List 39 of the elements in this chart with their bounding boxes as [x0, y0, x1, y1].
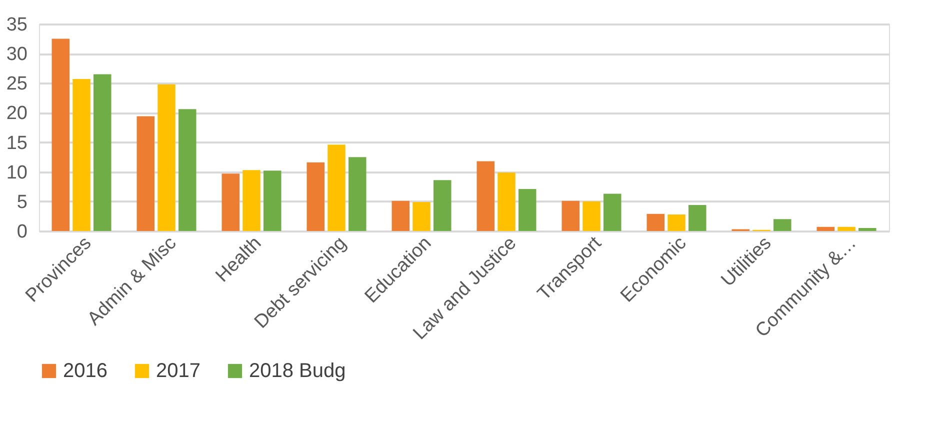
y-tick-label: 15 — [6, 132, 28, 154]
bar — [604, 194, 622, 231]
y-tick-label: 30 — [6, 44, 28, 66]
bar — [816, 226, 834, 231]
bar — [264, 170, 282, 231]
bar — [348, 157, 366, 231]
y-tick-label: 35 — [6, 14, 28, 36]
bar — [306, 162, 324, 231]
bar — [668, 214, 686, 231]
legend-label: 2017 — [156, 360, 200, 382]
legend-label: 2016 — [63, 360, 108, 382]
bar — [688, 204, 706, 231]
legend-label: 2018 Budg — [249, 360, 346, 382]
y-tick-label: 10 — [6, 162, 28, 184]
bar — [434, 180, 452, 231]
bar — [328, 144, 346, 231]
bar — [242, 170, 260, 231]
bar — [178, 109, 196, 231]
bar — [476, 161, 494, 231]
y-tick-label: 5 — [16, 192, 28, 213]
y-tick-label: 20 — [6, 103, 28, 124]
bar — [158, 84, 176, 231]
bar — [222, 174, 240, 231]
bar — [582, 201, 600, 231]
bar — [498, 172, 516, 231]
bar — [562, 200, 580, 231]
bar — [412, 202, 430, 231]
bar — [52, 38, 70, 231]
bar — [94, 74, 112, 231]
bar — [838, 226, 856, 231]
bar — [858, 228, 876, 231]
y-tick-label: 0 — [16, 222, 28, 242]
bar — [72, 79, 90, 231]
bar — [646, 214, 664, 231]
bar — [518, 189, 536, 231]
bar — [136, 116, 154, 231]
bar — [392, 200, 410, 231]
bar — [774, 219, 792, 231]
y-tick-label: 25 — [6, 74, 28, 95]
